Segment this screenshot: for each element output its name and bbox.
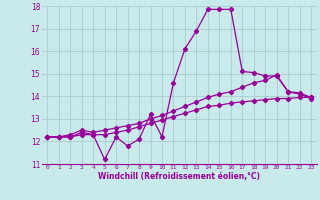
X-axis label: Windchill (Refroidissement éolien,°C): Windchill (Refroidissement éolien,°C): [98, 172, 260, 181]
